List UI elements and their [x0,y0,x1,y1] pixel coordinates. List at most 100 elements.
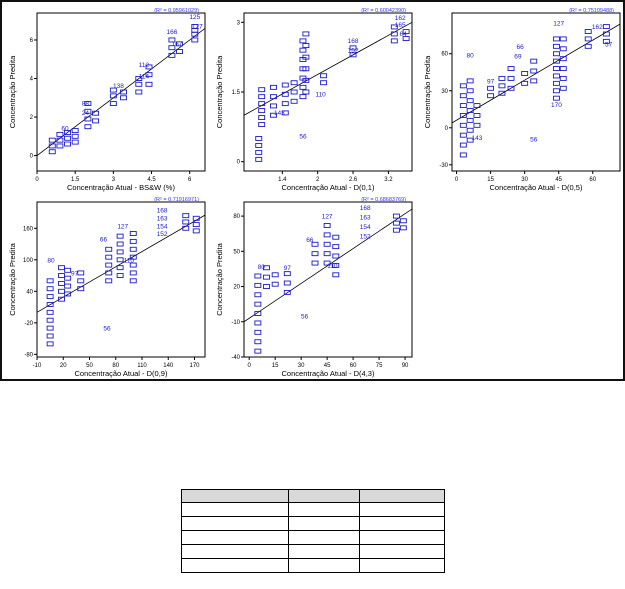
y-tick-label: 160 [23,226,34,232]
plot-area [243,12,413,172]
table-row [181,516,445,531]
data-point [332,272,340,278]
data-point [399,218,407,224]
data-point [302,77,310,83]
data-point [64,141,71,147]
y-tick-label: 20 [233,285,240,291]
data-point [77,270,85,276]
point-label: 152 [348,48,359,55]
data-point [263,265,270,271]
data-point [559,66,567,71]
point-label: 166 [166,29,177,36]
data-point [283,289,291,295]
x-tick-label: 3.2 [384,177,393,183]
data-point [254,273,262,279]
data-point [270,103,277,109]
data-point [392,227,400,233]
data-point [320,80,328,86]
chart-panel-d01: 1.4 2 2.6 3.2 0 1.5 3 162 165 64 168 152 110 143 56 (R²… [212,5,416,193]
data-point [145,72,153,78]
table-row [181,530,445,545]
data-point [254,301,262,307]
data-point [258,87,266,93]
x-tick-label: 30 [521,177,528,183]
table-row [181,502,445,517]
data-point [559,56,567,62]
y-tick-label: 80 [233,214,240,220]
table-header-cell [181,489,289,503]
data-point [182,219,190,225]
x-tick-label: 0 [35,177,39,183]
point-label: 152 [360,233,371,240]
point-label: 125 [189,14,200,21]
data-point [258,122,266,127]
data-point [105,278,113,284]
data-point [64,291,72,297]
x-tick-label: 0 [248,363,252,369]
point-label: 80 [258,264,266,271]
point-label: 143 [274,110,285,117]
point-label: 69 [514,54,522,61]
point-label: 110 [315,92,326,99]
data-point [116,249,124,255]
y-axis-label: Concentração Predita [8,242,17,315]
x-tick-label: 30 [298,363,305,369]
point-label: 66 [306,237,314,244]
data-point [48,143,56,149]
data-point [71,133,79,139]
data-point [71,128,79,133]
data-point [191,37,199,43]
data-point [602,38,610,44]
data-point [58,280,65,286]
r-squared-label: (R² = 0.68683769) [361,197,406,203]
table-cell [181,558,289,573]
data-point [530,78,538,84]
point-label: 138 [113,83,124,90]
data-point [552,88,560,94]
y-tick-label: 100 [23,258,34,264]
y-tick-label: 1.5 [232,90,241,96]
data-point [473,103,481,109]
data-point [71,139,79,145]
x-axis-label: Concentração Atual - D(0,9) [75,369,168,378]
fit-line [244,21,412,116]
x-axis-label: Concentração Atual - BS&W (%) [67,183,175,192]
data-point [530,58,538,64]
data-point [521,71,529,76]
data-point [392,220,400,226]
y-tick-label: -20 [24,321,33,327]
table-cell [359,516,445,531]
y-tick-label: 4 [30,77,34,83]
r-squared-label: (R² = 0.75109488) [569,8,614,14]
data-point [281,110,289,116]
data-point [84,101,92,107]
data-point [84,116,92,122]
data-point [530,68,538,74]
data-point [552,66,560,71]
data-point [254,339,262,345]
data-point [283,271,291,277]
data-point [459,152,467,158]
point-label: 66 [100,236,108,243]
data-point [290,89,298,95]
point-label: 56 [530,136,538,143]
table-cell [359,544,445,559]
data-point [332,253,340,259]
data-point [311,260,319,266]
data-point [64,135,71,141]
data-point [552,51,560,57]
data-point [192,222,200,228]
point-label: 143 [472,135,483,142]
data-point [116,241,124,247]
x-tick-label: 60 [350,363,357,369]
x-tick-label: 6 [188,177,192,183]
data-point [271,281,279,287]
y-tick-label: 2 [30,115,34,121]
table-row [181,544,445,559]
table-cell [359,502,445,517]
data-point [281,101,289,107]
scatter-chart: -10 20 50 80 110 140 170 -80 -20 40 100 160 80 127 168… [8,197,206,378]
point-label: 57 [605,41,613,48]
